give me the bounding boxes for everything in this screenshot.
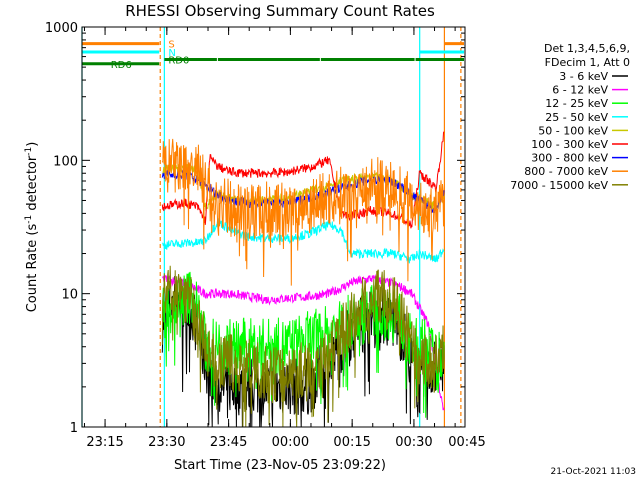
- series-2-line: [161, 271, 445, 418]
- chart-title: RHESSI Observing Summary Count Rates: [125, 2, 435, 20]
- y-tick-label-2: 100: [53, 154, 78, 169]
- series-8-line: [161, 265, 445, 428]
- legend-label-6: 300 - 800 keV: [531, 152, 608, 165]
- legend-label-0: 3 - 6 keV: [559, 70, 608, 83]
- series-3-line: [162, 218, 445, 264]
- x-tick-label-3: 00:00: [272, 435, 309, 450]
- legend-label-8: 7000 - 15000 keV: [510, 179, 608, 192]
- flag-s-label: S: [168, 40, 174, 51]
- legend-header-0: Det 1,3,4,5,6,9,: [544, 42, 630, 55]
- y-tick-label-1: 10: [61, 288, 78, 303]
- x-tick-label-4: 00:15: [333, 435, 370, 450]
- axis-ticks: 23:15 23:30 23:45 00:00 00:15 00:30 00:45 1 10 10…: [45, 21, 486, 450]
- flag-rd6-label: RD6: [111, 60, 132, 71]
- flag-rd0-label: RD0: [168, 56, 189, 67]
- legend-header-1: FDecim 1, Att 0: [545, 56, 630, 69]
- x-tick-label-0: 23:15: [86, 435, 123, 450]
- legend: Det 1,3,4,5,6,9,FDecim 1, Att 03 - 6 keV…: [510, 42, 630, 192]
- x-axis-label: Start Time (23-Nov-05 23:09:22): [174, 458, 386, 473]
- legend-label-3: 25 - 50 keV: [545, 111, 608, 124]
- series-5-line: [161, 131, 445, 229]
- x-tick-label-2: 23:45: [210, 435, 247, 450]
- x-tick-label-1: 23:30: [148, 435, 185, 450]
- series-7-line: [161, 138, 445, 286]
- plot-frame: [81, 26, 466, 428]
- y-tick-label-3: 1000: [45, 21, 78, 36]
- y-axis-label: Count Rate (s-1 detector-1): [24, 142, 40, 313]
- legend-label-5: 100 - 300 keV: [531, 138, 608, 151]
- y-tick-label-0: 1: [70, 421, 78, 436]
- legend-label-1: 6 - 12 keV: [552, 84, 608, 97]
- flag-n-label: N: [168, 48, 175, 59]
- x-tick-label-6: 00:45: [448, 435, 485, 450]
- legend-label-4: 50 - 100 keV: [538, 124, 608, 137]
- legend-label-7: 800 - 7000 keV: [524, 165, 608, 178]
- x-tick-label-5: 00:30: [395, 435, 432, 450]
- timestamp-footer: 21-Oct-2021 11:03: [551, 467, 636, 477]
- series-lines: [161, 131, 445, 428]
- legend-label-2: 12 - 25 keV: [545, 97, 608, 110]
